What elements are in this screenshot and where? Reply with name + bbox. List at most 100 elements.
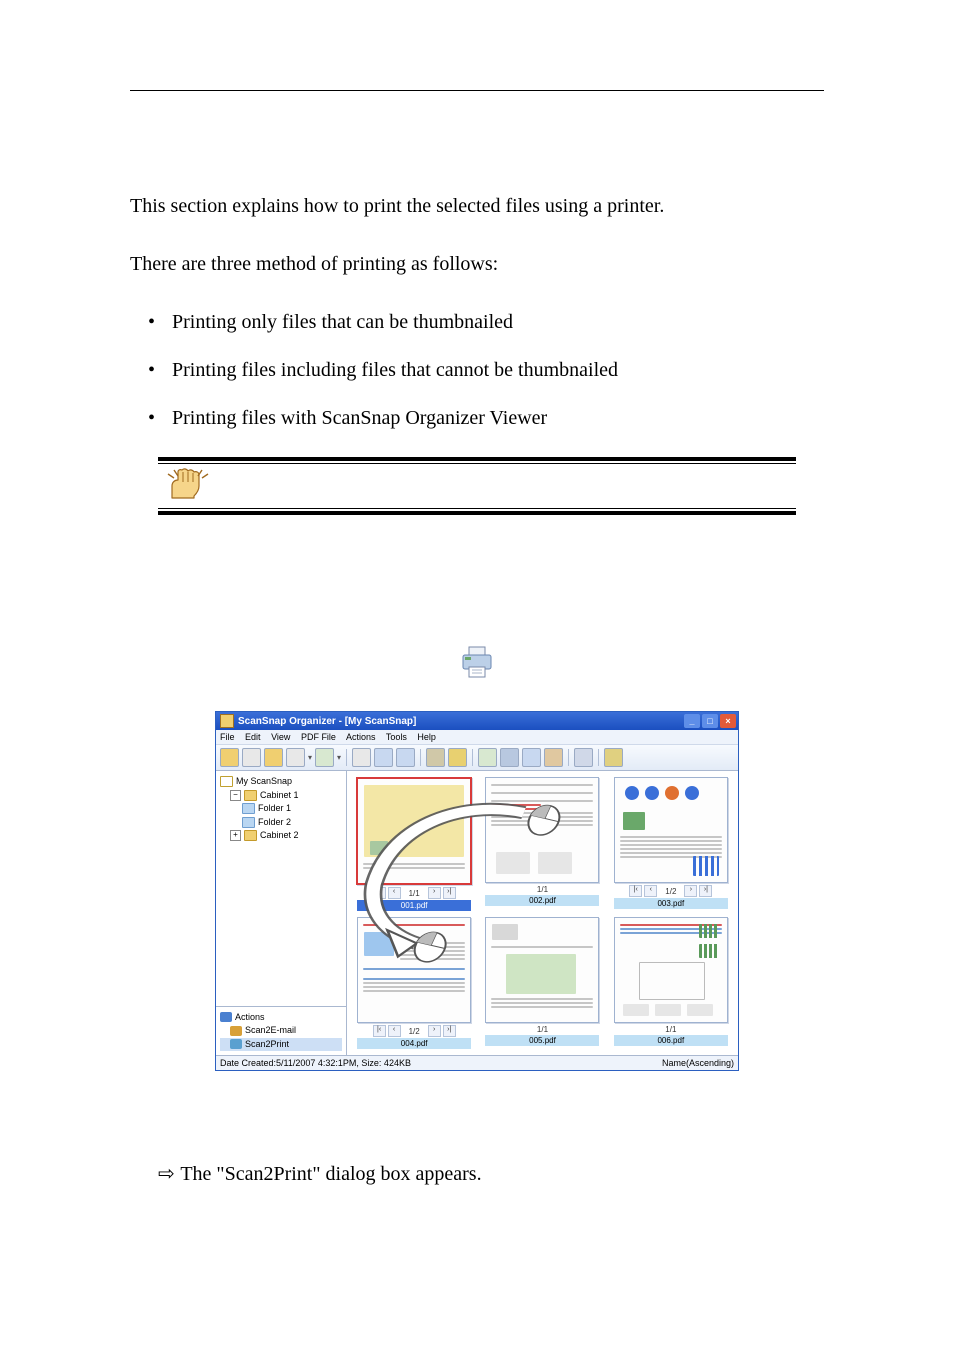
toolbar-icon[interactable]	[242, 748, 261, 767]
thumbnail-preview[interactable]	[614, 777, 728, 883]
window-minimize-button[interactable]: _	[684, 714, 700, 728]
menu-tools[interactable]: Tools	[386, 732, 407, 742]
pager-last-button[interactable]: ›|	[443, 887, 456, 899]
thumbnail-pager: |‹‹1/2››|	[358, 1025, 470, 1037]
pager-last-button[interactable]: ›|	[699, 885, 712, 897]
printer-icon	[130, 645, 824, 681]
toolbar-icon[interactable]	[264, 748, 283, 767]
thumbnail-filename[interactable]: 003.pdf	[614, 898, 728, 909]
expand-icon[interactable]: +	[230, 830, 241, 841]
window-maximize-button[interactable]: □	[702, 714, 718, 728]
pager-count: 1/1	[531, 1025, 554, 1034]
pager-next-button[interactable]: ›	[428, 887, 441, 899]
toolbar-icon[interactable]	[604, 748, 623, 767]
list-item: Printing files including files that cann…	[130, 355, 824, 385]
toolbar-icon[interactable]	[574, 748, 593, 767]
list-item: Printing only files that can be thumbnai…	[130, 307, 824, 337]
thumbnail-preview[interactable]	[485, 777, 599, 883]
thumbnail-filename[interactable]: 001.pdf	[357, 900, 471, 911]
collapse-icon[interactable]: −	[230, 790, 241, 801]
toolbar-icon[interactable]	[448, 748, 467, 767]
thumbnail-preview[interactable]	[357, 917, 471, 1023]
pager-prev-button[interactable]: ‹	[388, 887, 401, 899]
callout-box	[158, 457, 796, 515]
thumbnail-filename[interactable]: 006.pdf	[614, 1035, 728, 1046]
menubar[interactable]: File Edit View PDF File Actions Tools He…	[216, 730, 738, 744]
tree-cabinet[interactable]: + Cabinet 2	[220, 829, 342, 843]
pager-count: 1/1	[403, 889, 426, 898]
toolbar-icon[interactable]	[374, 748, 393, 767]
menu-file[interactable]: File	[220, 732, 235, 742]
thumbnail-pager: 1/1	[615, 1025, 727, 1034]
printer-icon	[230, 1039, 242, 1049]
menu-view[interactable]: View	[271, 732, 290, 742]
pager-first-button[interactable]: |‹	[629, 885, 642, 897]
thumbnail-cell[interactable]: 1/1002.pdf	[481, 777, 603, 911]
tree-root[interactable]: My ScanSnap	[220, 775, 342, 789]
email-icon	[230, 1026, 242, 1036]
tree-folder[interactable]: Folder 2	[220, 816, 342, 830]
pager-next-button[interactable]: ›	[428, 1025, 441, 1037]
thumbnail-cell[interactable]: 1/1006.pdf	[610, 917, 732, 1049]
header-rule	[130, 90, 824, 91]
app-screenshot: ScanSnap Organizer - [My ScanSnap] _ □ ×…	[215, 711, 739, 1071]
thumbnail-cell[interactable]: 1/1005.pdf	[481, 917, 603, 1049]
toolbar-icon[interactable]	[544, 748, 563, 767]
thumbnail-preview[interactable]	[614, 917, 728, 1023]
hand-pointing-icon	[164, 466, 212, 506]
status-left: Date Created:5/11/2007 4:32:1PM, Size: 4…	[220, 1058, 411, 1068]
toolbar-icon[interactable]	[315, 748, 334, 767]
toolbar-icon[interactable]	[396, 748, 415, 767]
thumbnail-preview[interactable]	[356, 777, 472, 885]
pager-prev-button[interactable]: ‹	[388, 1025, 401, 1037]
thumbnail-filename[interactable]: 005.pdf	[485, 1035, 599, 1046]
toolbar-icon[interactable]	[220, 748, 239, 767]
menu-pdffile[interactable]: PDF File	[301, 732, 336, 742]
toolbar-icon[interactable]	[478, 748, 497, 767]
pager-next-button[interactable]: ›	[684, 885, 697, 897]
toolbar-icon[interactable]	[352, 748, 371, 767]
arrow-icon: ⇨	[158, 1163, 180, 1185]
thumbnail-pager: 1/1	[486, 885, 598, 894]
sidebar: My ScanSnap − Cabinet 1 Folder 1 Folder …	[216, 771, 347, 1055]
app-body: My ScanSnap − Cabinet 1 Folder 1 Folder …	[216, 771, 738, 1055]
pager-count: 1/1	[531, 885, 554, 894]
thumbnail-cell[interactable]: |‹‹1/2››|004.pdf	[353, 917, 475, 1049]
thumbnail-filename[interactable]: 004.pdf	[357, 1038, 471, 1049]
pager-prev-button[interactable]: ‹	[644, 885, 657, 897]
actions-icon	[220, 1012, 232, 1022]
thumbnail-area[interactable]: |‹‹1/1››|001.pdf1/1002.pdf|‹‹1/2››|003.p…	[347, 771, 738, 1055]
action-scan2print[interactable]: Scan2Print	[220, 1038, 342, 1052]
folder-icon	[242, 803, 255, 814]
result-text: ⇨ The "Scan2Print" dialog box appears.	[158, 1161, 824, 1186]
folder-tree[interactable]: My ScanSnap − Cabinet 1 Folder 1 Folder …	[216, 771, 346, 847]
pager-count: 1/1	[659, 1025, 682, 1034]
menu-edit[interactable]: Edit	[245, 732, 261, 742]
thumbnail-filename[interactable]: 002.pdf	[485, 895, 599, 906]
window-titlebar[interactable]: ScanSnap Organizer - [My ScanSnap] _ □ ×	[216, 712, 738, 730]
action-scan2email[interactable]: Scan2E-mail	[220, 1024, 342, 1038]
cabinet-icon	[244, 830, 257, 841]
menu-help[interactable]: Help	[417, 732, 436, 742]
cabinet-icon	[244, 790, 257, 801]
actions-header: Actions	[220, 1011, 342, 1025]
toolbar-icon[interactable]	[500, 748, 519, 767]
menu-actions[interactable]: Actions	[346, 732, 376, 742]
document-page: This section explains how to print the s…	[0, 0, 954, 1246]
methods-list: Printing only files that can be thumbnai…	[130, 307, 824, 433]
pager-first-button[interactable]: |‹	[373, 887, 386, 899]
pager-count: 1/2	[403, 1027, 426, 1036]
toolbar-icon[interactable]	[286, 748, 305, 767]
intro-text: This section explains how to print the s…	[130, 191, 824, 221]
thumbnail-cell[interactable]: |‹‹1/2››|003.pdf	[610, 777, 732, 911]
window-close-button[interactable]: ×	[720, 714, 736, 728]
thumbnail-preview[interactable]	[485, 917, 599, 1023]
pager-first-button[interactable]: |‹	[373, 1025, 386, 1037]
pager-last-button[interactable]: ›|	[443, 1025, 456, 1037]
tree-folder[interactable]: Folder 1	[220, 802, 342, 816]
methods-lead: There are three method of printing as fo…	[130, 249, 824, 279]
toolbar-icon[interactable]	[426, 748, 445, 767]
thumbnail-cell[interactable]: |‹‹1/1››|001.pdf	[353, 777, 475, 911]
toolbar-icon[interactable]	[522, 748, 541, 767]
tree-cabinet[interactable]: − Cabinet 1	[220, 789, 342, 803]
